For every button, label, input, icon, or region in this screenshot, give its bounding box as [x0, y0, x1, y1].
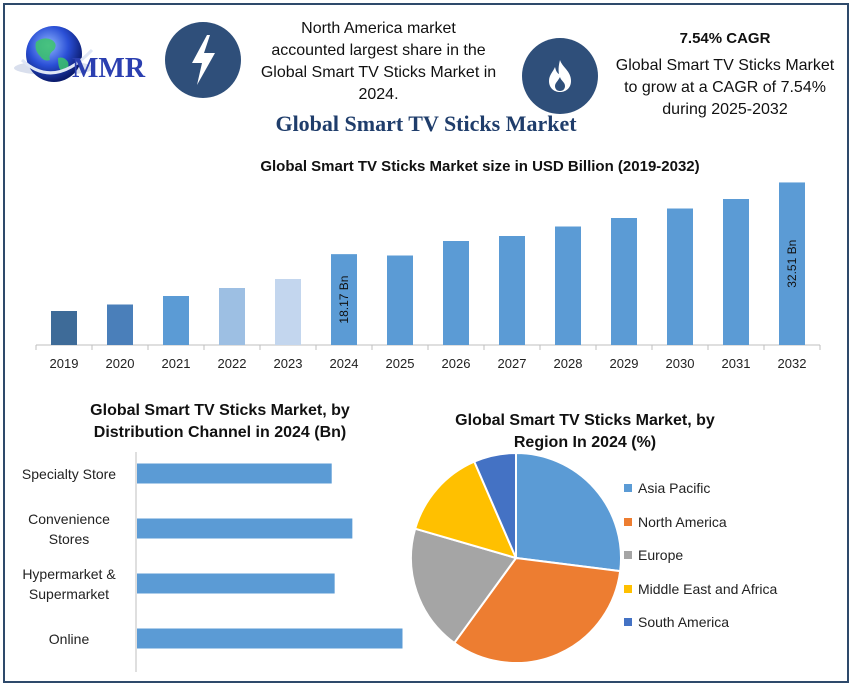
tick-label-2023: 2023 — [274, 356, 303, 371]
tick-label-2024: 2024 — [330, 356, 359, 371]
hbar-1 — [137, 518, 353, 539]
market-size-chart-title: Global Smart TV Sticks Market size in US… — [260, 158, 700, 175]
legend-label: North America — [638, 513, 727, 530]
tick-label-2030: 2030 — [666, 356, 695, 371]
region-highlight-text: North America market accounted largest s… — [260, 20, 497, 103]
lightning-icon — [165, 22, 241, 98]
bar-2022 — [219, 288, 245, 345]
tick-label-2020: 2020 — [106, 356, 135, 371]
pie-slice-south-america — [472, 451, 517, 559]
legend-item-north-america: North America — [624, 512, 777, 532]
legend-swatch — [624, 551, 632, 559]
hbar-0 — [137, 463, 332, 484]
distribution-category-label: Convenience Stores — [28, 510, 110, 547]
flame-icon — [522, 38, 598, 114]
hbar-2 — [137, 573, 335, 594]
tick-label-2021: 2021 — [162, 356, 191, 371]
bar-2023 — [275, 279, 301, 345]
pie-slice-europe — [410, 527, 518, 645]
pie-slice-asia-pacific — [515, 451, 622, 573]
pie-slice-middle-east-and-africa — [413, 460, 518, 560]
bar-2019 — [51, 311, 77, 345]
legend-label: South America — [638, 614, 730, 630]
legend-label: Asia Pacific — [638, 480, 711, 496]
distribution-chart-title: Global Smart TV Sticks Market, by Distri… — [90, 402, 350, 441]
legend-swatch — [624, 618, 632, 626]
legend-item-europe: Europe — [624, 545, 777, 565]
bar-2026 — [443, 241, 469, 345]
tick-label-2029: 2029 — [610, 356, 639, 371]
logo-text: MMR — [72, 53, 146, 84]
mmr-logo: MMR — [14, 20, 159, 92]
region-legend: Asia Pacific North America Europe Middle Ea… — [624, 478, 777, 646]
legend-label: Middle East and Africa — [638, 580, 778, 597]
cagr-highlight: 7.54% CAGR Global Smart TV Sticks Market… — [605, 28, 845, 121]
cagr-title: 7.54% CAGR — [679, 30, 771, 47]
bar-2027 — [499, 236, 525, 345]
legend-item-middle-east-and-africa: Middle East and Africa — [624, 579, 777, 599]
pie-slice-north-america — [452, 556, 622, 664]
data-label-2024: 18.17 Bn — [337, 276, 351, 324]
tick-label-2025: 2025 — [386, 356, 415, 371]
main-title: Global Smart TV Sticks Market — [275, 111, 577, 136]
tick-label-2031: 2031 — [722, 356, 751, 371]
bar-2021 — [163, 296, 189, 345]
data-label-2032: 32.51 Bn — [785, 240, 799, 288]
legend-item-south-america: South America — [624, 612, 777, 632]
tick-label-2022: 2022 — [218, 356, 247, 371]
bar-2028 — [555, 226, 581, 345]
bar-2024 — [331, 254, 357, 345]
legend-swatch — [624, 484, 632, 492]
distribution-category-label: Online — [48, 630, 90, 647]
tick-label-2028: 2028 — [554, 356, 583, 371]
legend-label: Europe — [638, 547, 684, 563]
legend-item-asia-pacific: Asia Pacific — [624, 478, 777, 498]
bar-2032 — [779, 182, 805, 345]
bar-2020 — [107, 304, 133, 345]
bar-2025 — [387, 255, 413, 345]
tick-label-2019: 2019 — [50, 356, 79, 371]
hbar-3 — [137, 628, 403, 649]
legend-swatch — [624, 584, 632, 593]
bar-2030 — [667, 208, 693, 345]
region-chart-title: Global Smart TV Sticks Market, by Region… — [455, 412, 715, 451]
tick-label-2027: 2027 — [498, 356, 527, 371]
bar-2031 — [723, 199, 749, 345]
legend-swatch — [624, 517, 632, 526]
tick-label-2032: 2032 — [778, 356, 807, 371]
tick-label-2026: 2026 — [442, 356, 471, 371]
distribution-category-label: Hypermarket & Supermarket — [22, 565, 116, 602]
bar-2029 — [611, 218, 637, 345]
distribution-category-label: Specialty Store — [21, 465, 117, 482]
